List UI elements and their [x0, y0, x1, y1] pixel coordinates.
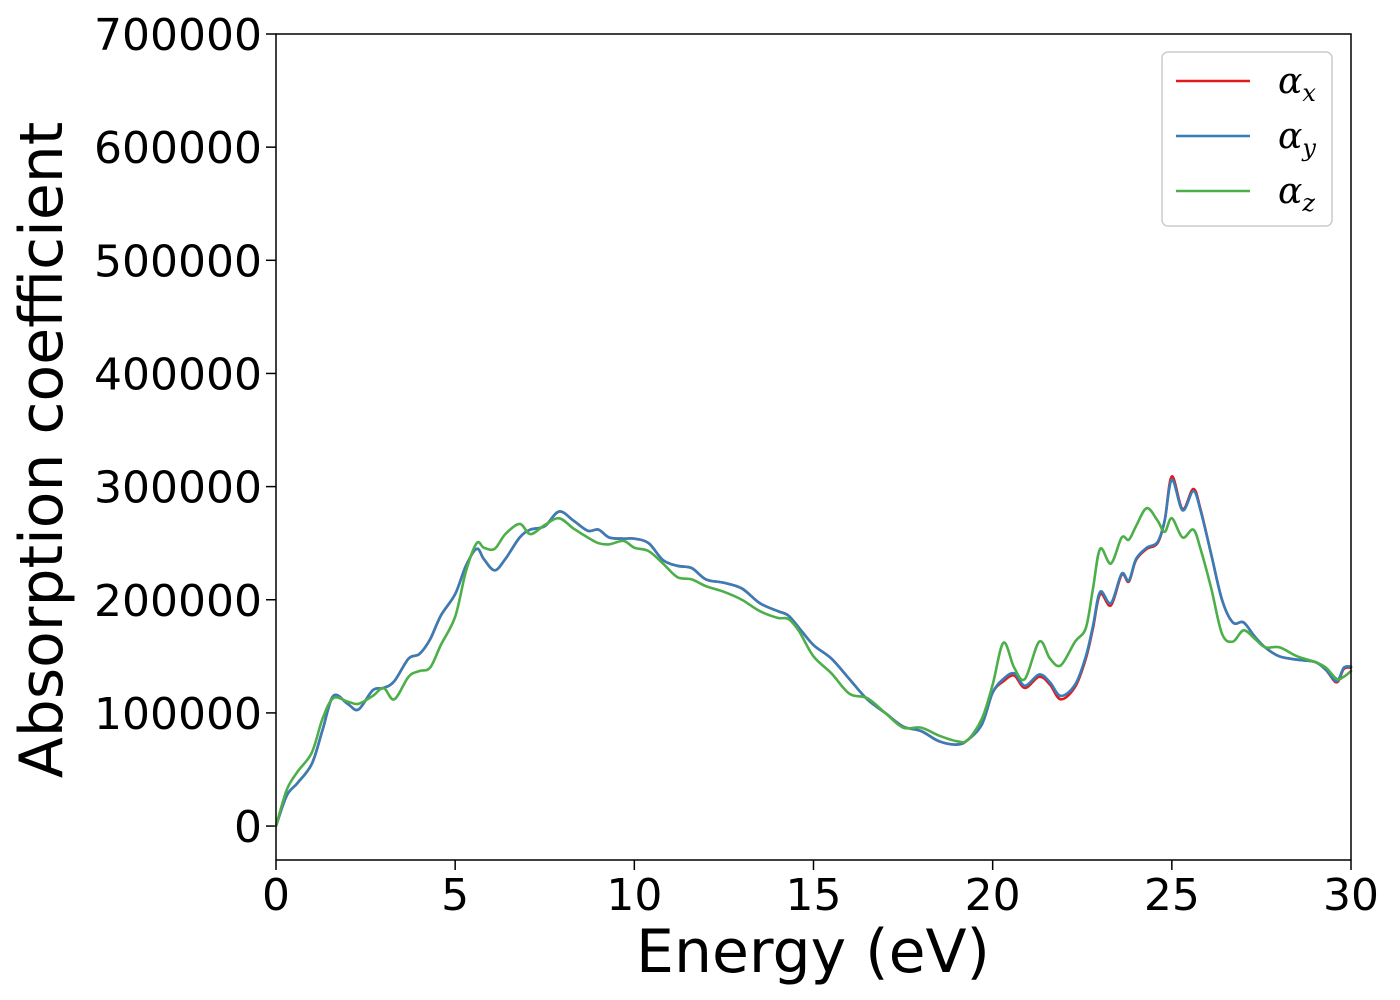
y-tick-label: 500000 [94, 236, 262, 287]
legend: αx αy αz [1161, 51, 1333, 227]
y-tick-label: 200000 [94, 576, 262, 627]
x-tick-label: 10 [606, 870, 662, 921]
legend-label-x: αx [1278, 61, 1316, 107]
y-axis-title: Absorption coefficient [7, 122, 77, 779]
y-tick-label: 300000 [94, 463, 262, 514]
x-tick-label: 5 [441, 870, 469, 921]
x-axis-title: Energy (eV) [636, 917, 990, 987]
legend-label-y: αy [1278, 116, 1316, 162]
y-tick-label: 0 [234, 802, 262, 853]
y-tick-label: 600000 [94, 123, 262, 174]
y-tick-label: 400000 [94, 349, 262, 400]
x-tick-label: 25 [1144, 870, 1200, 921]
y-tick-label: 700000 [94, 10, 262, 61]
y-axis-ticks: 0 100000 200000 300000 400000 500000 600000 700… [94, 10, 276, 853]
legend-frame [1161, 51, 1333, 227]
legend-label-z: αz [1278, 171, 1315, 217]
x-tick-label: 20 [965, 870, 1021, 921]
x-tick-label: 0 [262, 870, 290, 921]
x-axis-ticks: 0 5 10 15 20 25 30 [262, 860, 1379, 921]
series-line-z [274, 506, 1353, 828]
plot-frame [275, 33, 1352, 861]
x-tick-label: 15 [786, 870, 842, 921]
x-tick-label: 30 [1323, 870, 1379, 921]
y-tick-label: 100000 [94, 689, 262, 740]
series-line-y [274, 478, 1353, 828]
series-lines [274, 475, 1353, 828]
